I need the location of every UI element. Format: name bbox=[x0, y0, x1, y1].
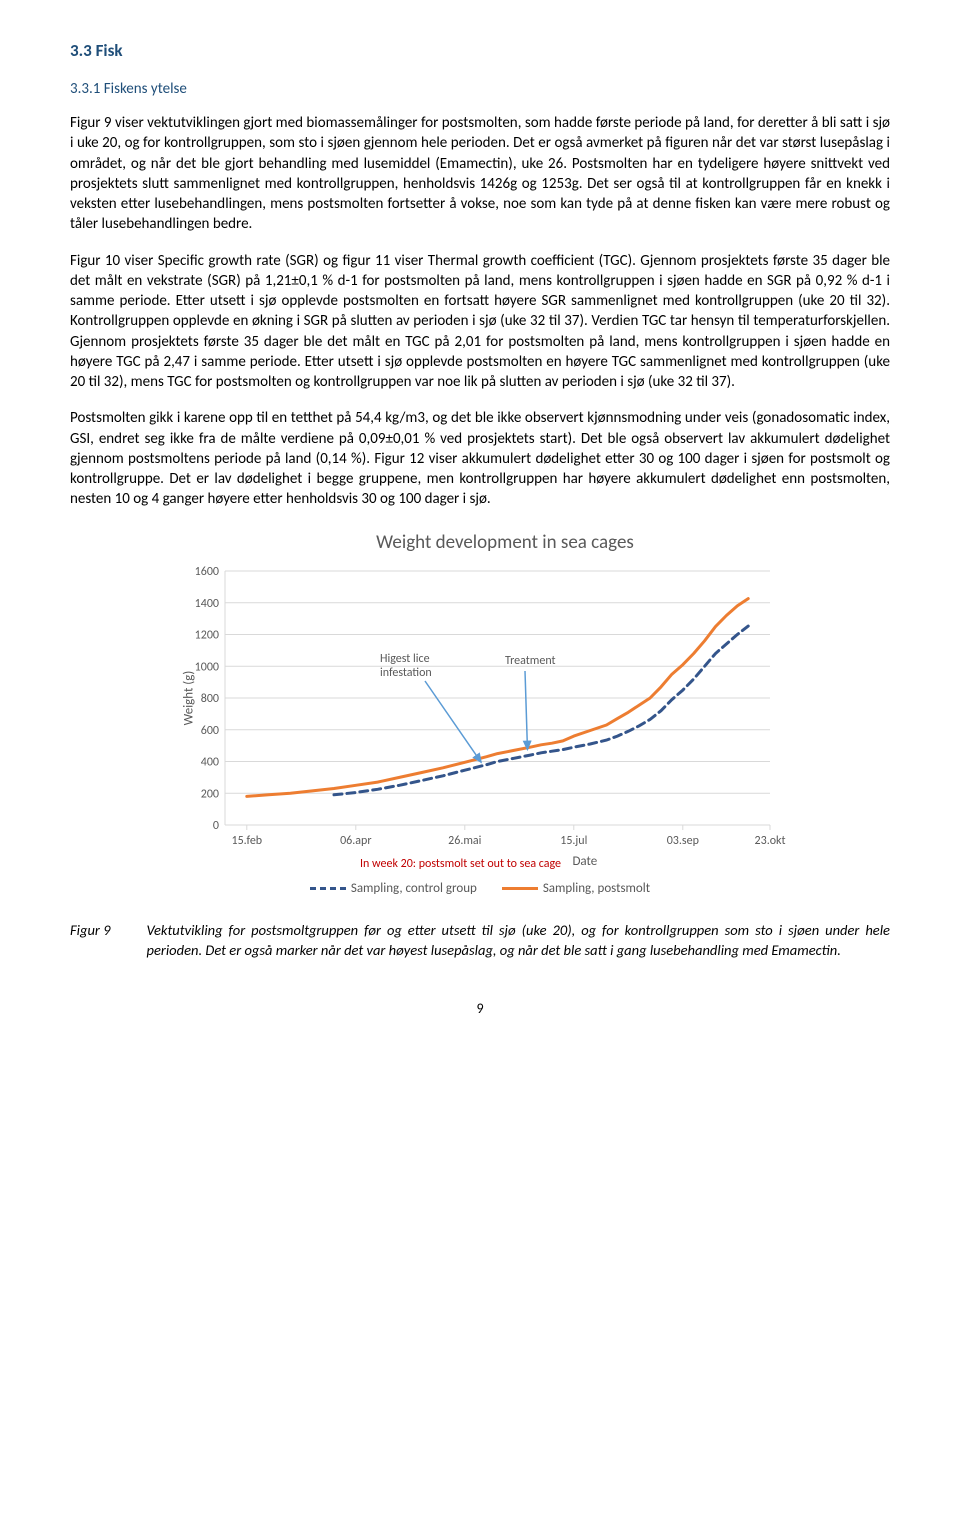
svg-text:400: 400 bbox=[201, 756, 219, 770]
figure-caption: Figur 9 Vektutvikling for postsmoltgrupp… bbox=[70, 921, 890, 960]
chart-title: Weight development in sea cages bbox=[170, 530, 790, 556]
weight-chart: Weight development in sea cages Weight (… bbox=[170, 530, 790, 897]
legend-control: Sampling, control group bbox=[351, 881, 477, 896]
legend-solid-icon bbox=[502, 887, 538, 890]
svg-text:1200: 1200 bbox=[195, 629, 219, 643]
svg-text:0: 0 bbox=[213, 819, 219, 833]
paragraph-3: Postsmolten gikk i karene opp til en tet… bbox=[70, 408, 890, 509]
annotation-treatment: Treatment bbox=[505, 655, 556, 668]
svg-text:1400: 1400 bbox=[195, 597, 219, 611]
xtick-label: 06.apr bbox=[340, 833, 371, 849]
svg-text:800: 800 bbox=[201, 692, 219, 706]
heading-fiskens-ytelse: 3.3.1 Fiskens ytelse bbox=[70, 79, 890, 99]
page-number: 9 bbox=[70, 1000, 890, 1019]
xtick-label: 15.feb bbox=[231, 833, 262, 849]
chart-svg: 0 200 400 600 800 1000 1200 1400 1600 bbox=[170, 563, 790, 833]
heading-fisk: 3.3 Fisk bbox=[70, 40, 890, 63]
chart-xlabels: 15.feb06.apr26.mai15.jul03.sep23.okt bbox=[225, 833, 770, 851]
xtick-label: 23.okt bbox=[755, 833, 786, 849]
chart-legend: Sampling, control group Sampling, postsm… bbox=[170, 880, 790, 898]
paragraph-1: Figur 9 viser vektutviklingen gjort med … bbox=[70, 113, 890, 235]
xtick-label: 03.sep bbox=[667, 833, 699, 849]
svg-text:1000: 1000 bbox=[195, 661, 219, 675]
xtick-label: 26.mai bbox=[448, 833, 481, 849]
chart-xlabel: Date bbox=[572, 853, 597, 871]
paragraph-2: Figur 10 viser Specific growth rate (SGR… bbox=[70, 251, 890, 393]
svg-text:1600: 1600 bbox=[195, 565, 219, 579]
xtick-label: 15.jul bbox=[560, 833, 587, 849]
annotation-week20: In week 20: postsmolt set out to sea cag… bbox=[360, 857, 561, 871]
figure-label: Figur 9 bbox=[70, 921, 111, 960]
chart-ylabel: Weight (g) bbox=[181, 671, 199, 726]
figure-text: Vektutvikling for postsmoltgruppen før o… bbox=[147, 921, 891, 960]
legend-dash-icon bbox=[310, 887, 346, 890]
legend-postsmolt: Sampling, postsmolt bbox=[543, 881, 650, 896]
annotation-lice: Higest liceinfestation bbox=[380, 653, 432, 679]
svg-text:200: 200 bbox=[201, 788, 219, 802]
svg-text:600: 600 bbox=[201, 724, 219, 738]
